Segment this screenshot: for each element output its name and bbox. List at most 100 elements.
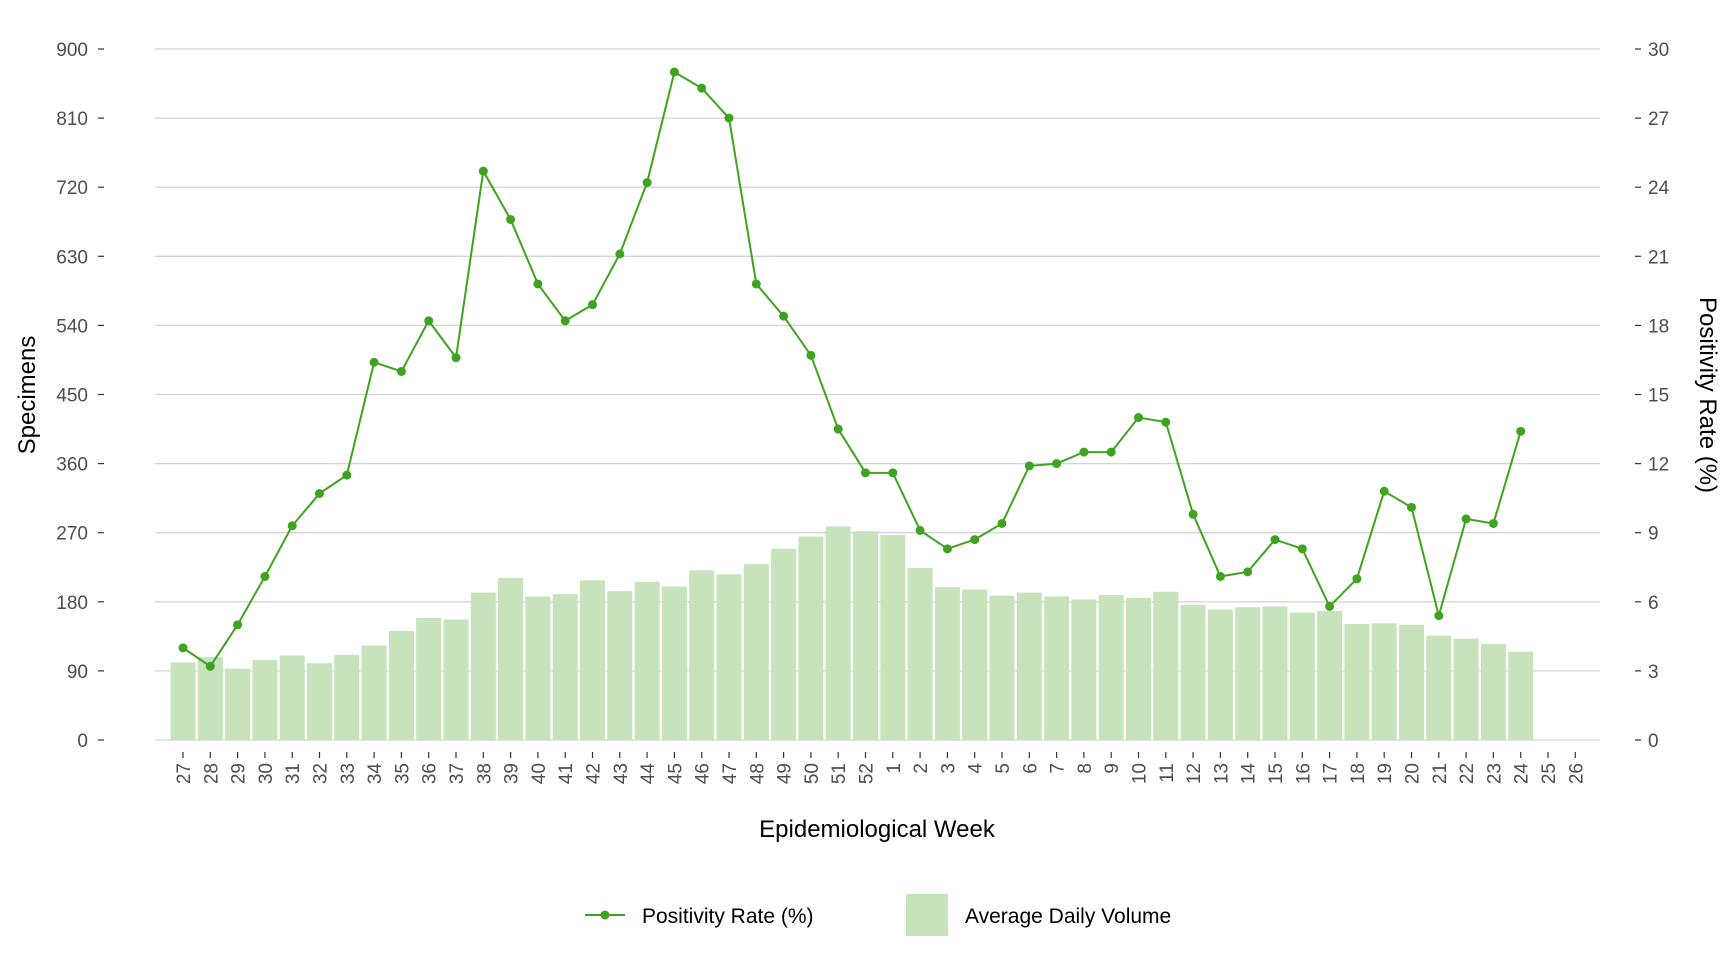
legend-label-volume: Average Daily Volume xyxy=(965,905,1171,928)
x-tick-label: 45 xyxy=(665,763,686,784)
volume-bar xyxy=(634,581,660,740)
volume-bar xyxy=(1207,609,1233,740)
left-tick-label: 900 xyxy=(56,40,88,61)
x-tick-label: 39 xyxy=(502,763,523,784)
volume-bar xyxy=(1071,599,1097,740)
x-tick-label: 51 xyxy=(829,763,850,784)
left-tick-label: 540 xyxy=(56,316,88,337)
positivity-point xyxy=(1215,571,1225,581)
volume-bar xyxy=(689,570,715,740)
positivity-point xyxy=(260,571,270,581)
positivity-point xyxy=(1297,544,1307,554)
x-tick-label: 22 xyxy=(1457,763,1478,784)
x-tick-label: 24 xyxy=(1512,763,1533,785)
x-tick-label: 50 xyxy=(802,763,823,784)
x-tick-label: 44 xyxy=(638,763,659,785)
positivity-point xyxy=(478,166,488,176)
positivity-point xyxy=(751,279,761,289)
x-axis-title: Epidemiological Week xyxy=(759,816,996,843)
x-tick-label: 34 xyxy=(365,763,386,785)
positivity-point xyxy=(287,521,297,531)
volume-bar xyxy=(1317,611,1343,740)
volume-bar xyxy=(197,657,223,740)
x-tick-label: 23 xyxy=(1484,763,1505,784)
x-tick-label: 49 xyxy=(775,763,796,784)
legend-label-positivity: Positivity Rate (%) xyxy=(642,905,814,928)
volume-bar xyxy=(1180,604,1206,740)
positivity-point xyxy=(915,525,925,535)
positivity-point xyxy=(1134,413,1143,423)
positivity-point xyxy=(233,620,243,630)
positivity-point xyxy=(697,83,707,93)
positivity-point xyxy=(1434,611,1444,621)
volume-bar xyxy=(1371,623,1397,740)
right-axis-title: Positivity Rate (%) xyxy=(1694,297,1721,493)
x-tick-label: 8 xyxy=(1075,763,1096,774)
left-axis-title: Specimens xyxy=(14,336,41,455)
positivity-point xyxy=(806,350,816,360)
x-tick-label: 18 xyxy=(1348,763,1369,784)
volume-bar xyxy=(170,662,196,740)
volume-bar xyxy=(1426,635,1452,740)
positivity-point xyxy=(861,468,870,478)
right-tick-label: 9 xyxy=(1648,524,1659,545)
volume-bar xyxy=(1153,591,1179,740)
legend-item-positivity: Positivity Rate (%) xyxy=(585,905,814,928)
left-tick-label: 720 xyxy=(56,178,88,199)
x-tick-label: 11 xyxy=(1157,763,1178,783)
volume-bar xyxy=(880,535,906,740)
positivity-point xyxy=(1461,514,1471,524)
legend: Positivity Rate (%) Average Daily Volume xyxy=(585,894,1171,936)
positivity-point xyxy=(1024,461,1034,471)
x-tick-label: 4 xyxy=(966,763,987,774)
x-tick-label: 27 xyxy=(174,763,195,784)
right-tick-label: 21 xyxy=(1648,247,1669,268)
positivity-point xyxy=(1106,447,1116,457)
volume-bar xyxy=(853,531,878,740)
right-tick-label: 3 xyxy=(1648,662,1659,683)
volume-bar xyxy=(552,594,578,740)
positivity-point xyxy=(424,316,434,326)
positivity-point xyxy=(888,468,898,478)
left-tick-label: 270 xyxy=(56,524,88,545)
left-tick-label: 90 xyxy=(67,662,88,683)
x-tick-label: 13 xyxy=(1211,763,1232,784)
x-tick-label: 52 xyxy=(857,763,878,784)
positivity-point xyxy=(1488,518,1498,528)
volume-bar xyxy=(825,526,851,740)
x-tick-label: 41 xyxy=(556,763,577,784)
x-tick-label: 10 xyxy=(1130,763,1151,784)
positivity-line xyxy=(178,67,1526,671)
volume-bar xyxy=(934,587,960,740)
left-tick-label: 810 xyxy=(56,109,88,130)
positivity-point xyxy=(506,214,516,224)
positivity-point xyxy=(779,311,789,321)
volume-bar xyxy=(1508,651,1534,740)
right-tick-label: 15 xyxy=(1648,386,1669,407)
x-tick-label: 1 xyxy=(884,763,905,774)
positivity-point xyxy=(1352,574,1362,584)
x-tick-label: 6 xyxy=(1020,763,1041,774)
legend-bar-swatch xyxy=(906,894,948,936)
positivity-point xyxy=(1407,502,1416,512)
x-tick-label: 40 xyxy=(529,763,550,784)
volume-bar xyxy=(580,580,605,740)
positivity-point xyxy=(1079,447,1089,457)
x-tick-label: 32 xyxy=(311,763,332,784)
volume-bar xyxy=(661,586,687,740)
positivity-point xyxy=(1379,486,1389,496)
x-tick-label: 43 xyxy=(611,763,632,784)
positivity-point xyxy=(942,544,952,554)
positivity-point xyxy=(1243,567,1253,577)
x-tick-label: 9 xyxy=(1102,763,1123,774)
x-tick-label: 16 xyxy=(1293,763,1314,784)
x-tick-label: 37 xyxy=(447,763,468,784)
x-tick-label: 47 xyxy=(720,763,741,784)
x-tick-label: 25 xyxy=(1539,763,1560,784)
x-tick-label: 46 xyxy=(693,763,714,784)
volume-bar xyxy=(716,574,742,740)
volume-bar xyxy=(1016,592,1042,740)
left-tick-label: 450 xyxy=(56,386,88,407)
x-tick-label: 7 xyxy=(1048,763,1069,774)
volume-bar xyxy=(1453,638,1479,740)
